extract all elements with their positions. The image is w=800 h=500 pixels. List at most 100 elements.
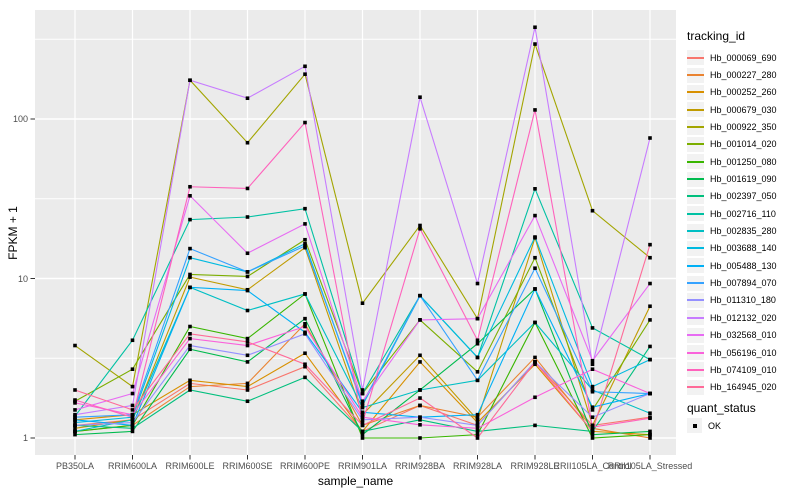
data-point [360, 410, 365, 415]
data-point [130, 423, 135, 428]
data-point [590, 389, 595, 394]
data-point [188, 272, 192, 277]
legend-label-ok: OK [708, 420, 722, 431]
data-point [245, 336, 250, 341]
data-point [188, 255, 192, 260]
data-point [475, 420, 480, 425]
data-point [130, 338, 135, 343]
data-point [245, 388, 250, 392]
data-point [475, 412, 480, 417]
legend-item-Hb_000069_690: Hb_000069_690 [687, 49, 777, 66]
legend-color-line [687, 299, 704, 302]
legend-color-line [687, 126, 704, 129]
legend-color-line [687, 368, 704, 371]
data-point [188, 384, 192, 389]
legend-item-Hb_001250_080: Hb_001250_080 [687, 153, 777, 170]
data-point [188, 246, 192, 251]
data-point [533, 266, 537, 271]
legend-label: Hb_001250_080 [710, 156, 777, 167]
legend-item-Hb_012132_020: Hb_012132_020 [687, 309, 777, 326]
data-point [475, 355, 480, 360]
data-point [475, 426, 480, 431]
data-point [533, 108, 537, 112]
data-point [418, 403, 422, 408]
data-point [648, 416, 652, 421]
legend-item-Hb_074109_010: Hb_074109_010 [687, 361, 777, 378]
data-point [303, 321, 307, 326]
data-point [245, 399, 250, 404]
legend-line-key-icon [687, 188, 704, 204]
x-tick-label: RRIM600LE [165, 461, 215, 471]
data-point [245, 270, 250, 274]
data-point [590, 326, 595, 330]
data-point [130, 420, 135, 425]
legend-label: Hb_032568_010 [710, 330, 777, 341]
legend-color-line [687, 230, 704, 233]
legend-label: Hb_001619_090 [710, 174, 777, 185]
legend-label: Hb_056196_010 [710, 347, 777, 358]
data-point [73, 420, 77, 425]
data-point [245, 288, 250, 293]
data-point [245, 340, 250, 344]
data-point [648, 391, 652, 396]
legend-color-line [687, 91, 704, 94]
x-tick-label: RRIM600PE [279, 461, 331, 471]
legend-line-key-icon [687, 50, 704, 66]
data-point [590, 362, 595, 367]
legend-line-key-icon [687, 67, 704, 83]
data-point [188, 347, 192, 352]
data-point [360, 412, 365, 417]
data-point [475, 338, 480, 343]
legend-color-line [687, 316, 704, 319]
data-point [130, 391, 135, 396]
data-point [303, 292, 307, 296]
data-point [188, 324, 192, 329]
data-point [475, 432, 480, 437]
legend-line-key-icon [687, 310, 704, 326]
legend-color-line [687, 351, 704, 354]
legend-color-line [687, 56, 704, 59]
data-point [533, 255, 537, 260]
data-point [303, 120, 307, 125]
data-point [475, 415, 480, 420]
data-point [590, 358, 595, 363]
x-tick-label: RRIM600SE [222, 461, 273, 471]
legend-color-line [687, 212, 704, 215]
data-point [475, 281, 480, 286]
data-point [418, 388, 422, 392]
legend-label: Hb_001014_020 [710, 139, 777, 150]
legend-item-Hb_005488_130: Hb_005488_130 [687, 257, 777, 274]
legend-title-quant-status: quant_status [687, 401, 756, 415]
data-point [245, 96, 250, 101]
data-point [533, 235, 537, 239]
data-point [73, 388, 77, 392]
data-point [188, 285, 192, 290]
data-point [130, 415, 135, 420]
legend-line-key-icon [687, 240, 704, 256]
data-point [188, 217, 192, 222]
x-tick-label: RRIM928BA [394, 461, 446, 471]
x-tick-label: PB350LA [55, 461, 95, 471]
data-point [533, 360, 537, 364]
data-point [418, 95, 422, 99]
legend-label: Hb_074109_010 [710, 364, 777, 375]
data-point [73, 401, 77, 405]
legend-line-key-icon [687, 292, 704, 308]
data-point [303, 237, 307, 242]
data-point [648, 281, 652, 286]
legend-label: Hb_000227_280 [710, 70, 777, 81]
x-tick-label: RRIM901LA [337, 461, 388, 471]
data-point [590, 432, 595, 437]
data-point [130, 412, 135, 417]
legend-item-Hb_001619_090: Hb_001619_090 [687, 170, 777, 187]
data-point [360, 420, 365, 425]
data-point [648, 242, 652, 247]
data-point [188, 381, 192, 386]
data-point [130, 367, 135, 371]
legend-color-line [687, 143, 704, 146]
legend-label: Hb_007894_070 [710, 278, 777, 289]
data-point [188, 184, 192, 189]
legend-color-line [687, 108, 704, 111]
data-point [130, 429, 135, 434]
legend-item-Hb_032568_010: Hb_032568_010 [687, 327, 777, 344]
